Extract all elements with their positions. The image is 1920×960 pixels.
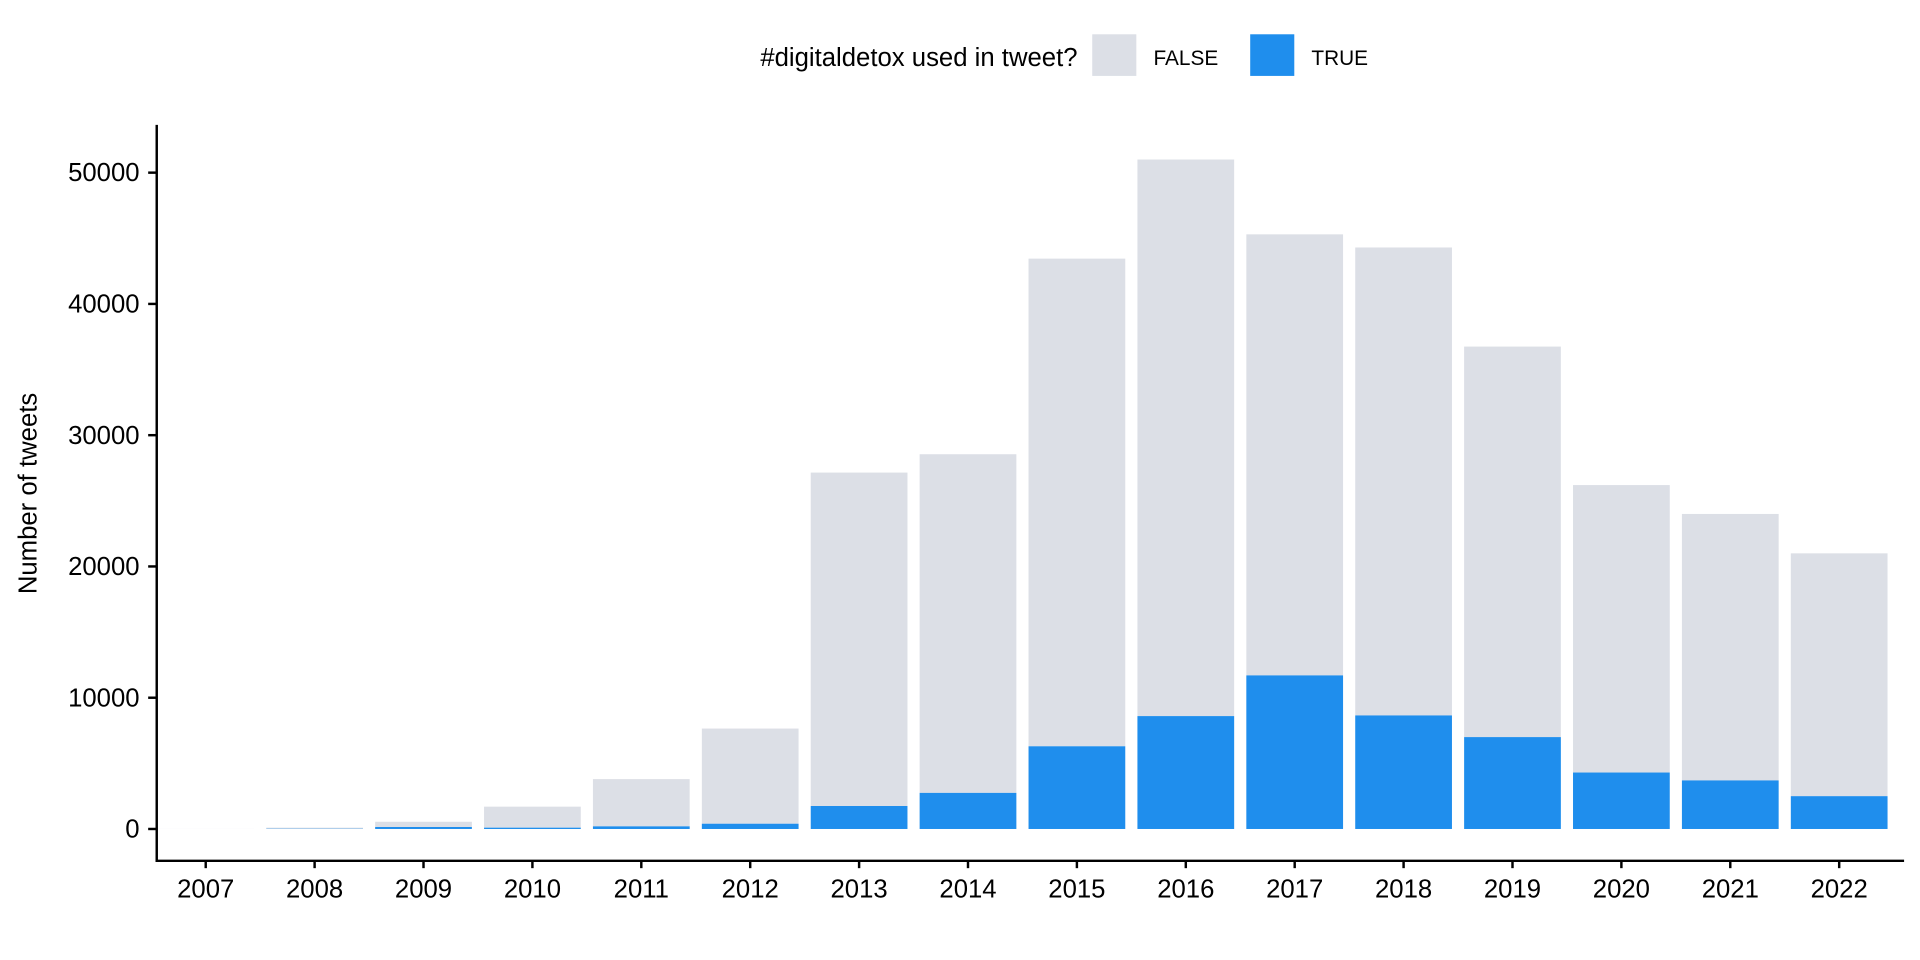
x-tick-label: 2019	[1484, 876, 1541, 904]
bar-false-2014	[919, 454, 1017, 793]
x-ticks: 2007 2008 2009 2010 2011 2012 2013 2014 2015 2016…	[177, 860, 1868, 904]
x-tick-label: 2015	[1048, 876, 1105, 904]
bar-false-2012	[701, 728, 799, 824]
bar-false-2010	[484, 806, 581, 828]
x-tick-label: 2016	[1157, 876, 1214, 904]
legend: #digitaldetox used in tweet? FALSE TRUE	[760, 34, 1368, 76]
bar-true-2015	[1028, 746, 1126, 829]
bar-true-2016	[1137, 716, 1235, 829]
legend-label-false: FALSE	[1153, 47, 1218, 70]
bar-false-2011	[592, 779, 690, 827]
bar-true-2009	[375, 827, 472, 829]
x-tick-label: 2020	[1593, 876, 1650, 904]
x-tick-label: 2014	[939, 876, 996, 904]
bar-true-2017	[1246, 675, 1344, 829]
bar-false-2018	[1355, 247, 1452, 716]
bar-true-2018	[1355, 715, 1452, 829]
x-tick-label: 2017	[1266, 876, 1323, 904]
y-tick-label: 50000	[68, 159, 139, 187]
legend-swatch-false	[1092, 34, 1137, 76]
bar-true-2012	[701, 823, 799, 829]
bar-false-2008	[266, 827, 363, 829]
y-axis-title: Number of tweets	[15, 393, 43, 594]
legend-label-true: TRUE	[1311, 47, 1368, 70]
bar-true-2022	[1790, 796, 1888, 829]
x-tick-label: 2013	[831, 876, 888, 904]
bar-false-2021	[1681, 513, 1779, 781]
x-tick-label: 2018	[1375, 876, 1432, 904]
x-tick-label: 2021	[1702, 876, 1759, 904]
bar-false-2009	[375, 821, 472, 828]
y-tick-label: 40000	[68, 290, 139, 318]
bar-true-2010	[484, 827, 581, 829]
bar-true-2014	[919, 792, 1017, 829]
y-tick-label: 10000	[68, 684, 139, 712]
x-tick-label: 2022	[1811, 876, 1868, 904]
x-tick-label: 2007	[177, 876, 234, 904]
bar-true-2021	[1681, 780, 1779, 829]
bar-false-2015	[1028, 258, 1126, 747]
y-tick-label: 0	[125, 816, 139, 844]
x-tick-label: 2010	[504, 876, 561, 904]
x-tick-label: 2009	[395, 876, 452, 904]
x-tick-label: 2012	[722, 876, 779, 904]
x-tick-label: 2011	[614, 876, 669, 904]
legend-title: #digitaldetox used in tweet?	[760, 44, 1077, 72]
y-tick-label: 30000	[68, 422, 139, 450]
bar-false-2020	[1573, 485, 1670, 773]
x-tick-label: 2008	[286, 876, 343, 904]
bar-false-2013	[810, 472, 908, 807]
bar-false-2019	[1464, 346, 1561, 738]
bars	[157, 159, 1888, 829]
bar-false-2017	[1246, 234, 1344, 676]
bar-true-2013	[810, 806, 908, 829]
bar-true-2019	[1464, 737, 1561, 829]
bar-true-2020	[1573, 772, 1670, 829]
bar-true-2011	[592, 826, 690, 829]
bar-false-2016	[1137, 159, 1235, 717]
legend-swatch-true	[1250, 34, 1295, 76]
y-tick-label: 20000	[68, 553, 139, 581]
bar-false-2022	[1790, 553, 1888, 797]
y-ticks: 0 10000 20000 30000 40000 50000	[68, 159, 157, 844]
